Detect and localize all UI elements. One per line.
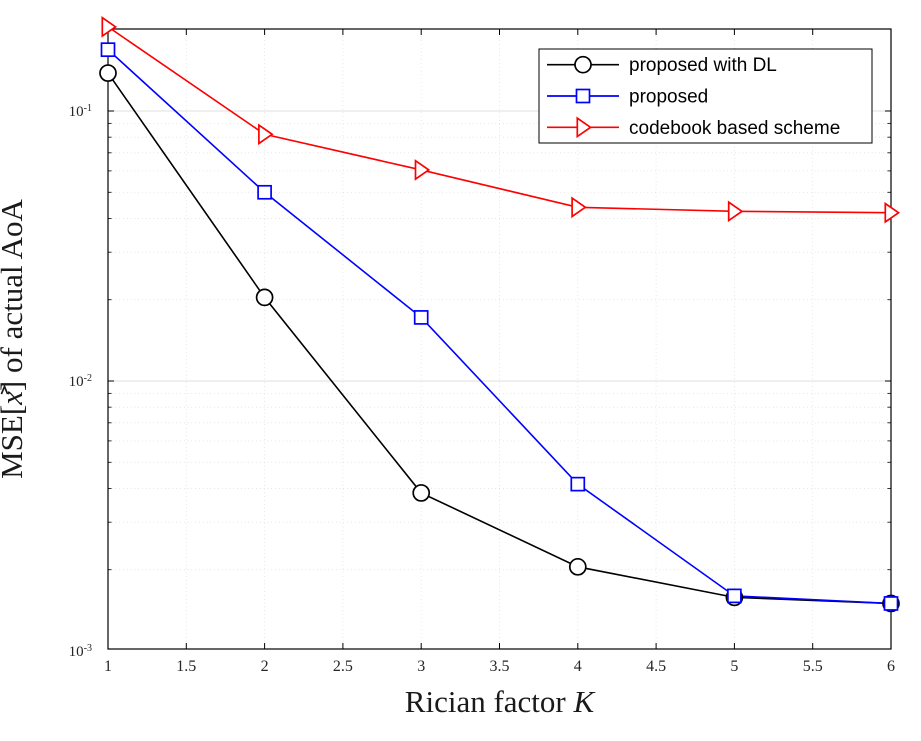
svg-text:1: 1 [104, 658, 112, 675]
svg-text:proposed: proposed [629, 87, 708, 108]
svg-text:2: 2 [261, 658, 269, 675]
svg-text:4.5: 4.5 [646, 658, 666, 675]
svg-text:4: 4 [574, 658, 582, 675]
svg-text:MSE[x] of actual AoA: MSE[x] of actual AoA [0, 198, 29, 478]
svg-text:Rician factor K: Rician factor K [405, 684, 597, 719]
svg-text:3.5: 3.5 [490, 658, 510, 675]
svg-text:codebook based scheme: codebook based scheme [629, 118, 840, 139]
svg-text:2.5: 2.5 [333, 658, 353, 675]
svg-text:5: 5 [730, 658, 738, 675]
svg-text:proposed with DL: proposed with DL [629, 55, 777, 76]
svg-text:5.5: 5.5 [803, 658, 823, 675]
svg-text:1.5: 1.5 [176, 658, 196, 675]
svg-text:3: 3 [417, 658, 425, 675]
svg-text:6: 6 [887, 658, 895, 675]
